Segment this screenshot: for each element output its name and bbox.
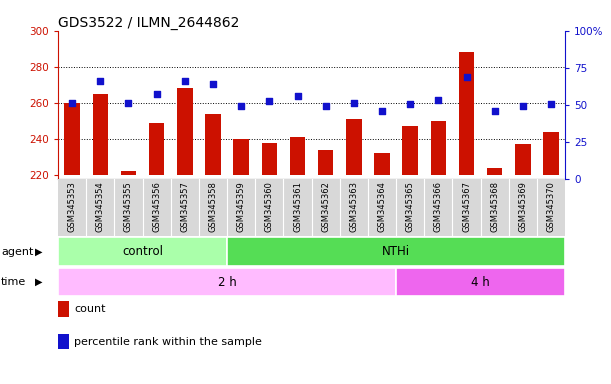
Text: count: count xyxy=(74,304,106,314)
Text: GSM345354: GSM345354 xyxy=(96,181,105,232)
Point xyxy=(434,97,444,103)
Text: GSM345364: GSM345364 xyxy=(378,181,387,232)
Bar xyxy=(121,171,136,175)
Bar xyxy=(64,103,80,175)
Bar xyxy=(318,150,334,175)
Bar xyxy=(403,126,418,175)
Text: ▶: ▶ xyxy=(35,247,42,257)
Point xyxy=(152,91,161,97)
Point xyxy=(405,101,415,108)
Text: GSM345367: GSM345367 xyxy=(462,181,471,232)
Text: GSM345365: GSM345365 xyxy=(406,181,415,232)
Bar xyxy=(92,94,108,175)
Point xyxy=(293,93,302,99)
Text: 4 h: 4 h xyxy=(471,276,490,289)
Text: 2 h: 2 h xyxy=(218,276,236,289)
Bar xyxy=(543,132,559,175)
Bar xyxy=(346,119,362,175)
Text: GSM345359: GSM345359 xyxy=(236,181,246,232)
Text: NTHi: NTHi xyxy=(382,245,410,258)
Text: GSM345361: GSM345361 xyxy=(293,181,302,232)
Bar xyxy=(375,153,390,175)
Bar xyxy=(58,237,227,266)
Bar xyxy=(205,114,221,175)
Text: GSM345363: GSM345363 xyxy=(349,181,359,232)
Text: ▶: ▶ xyxy=(35,277,42,287)
Bar xyxy=(487,168,502,175)
Point xyxy=(462,74,472,80)
Point xyxy=(95,78,105,84)
Text: GSM345370: GSM345370 xyxy=(547,181,555,232)
Bar xyxy=(431,121,446,175)
Text: GSM345360: GSM345360 xyxy=(265,181,274,232)
Text: GSM345356: GSM345356 xyxy=(152,181,161,232)
Bar xyxy=(233,139,249,175)
Bar xyxy=(290,137,306,175)
Point xyxy=(208,81,218,87)
Point xyxy=(265,98,274,104)
Point xyxy=(349,100,359,106)
Bar xyxy=(58,268,396,296)
Text: GSM345369: GSM345369 xyxy=(518,181,527,232)
Bar xyxy=(515,144,531,175)
Text: GSM345368: GSM345368 xyxy=(490,181,499,232)
Point xyxy=(490,108,500,114)
Bar xyxy=(227,237,565,266)
Bar xyxy=(459,52,474,175)
Point xyxy=(180,78,189,84)
Text: time: time xyxy=(1,277,26,287)
Point xyxy=(546,101,556,108)
Text: GDS3522 / ILMN_2644862: GDS3522 / ILMN_2644862 xyxy=(58,16,240,30)
Bar xyxy=(149,122,164,175)
Point xyxy=(518,103,528,109)
Text: GSM345357: GSM345357 xyxy=(180,181,189,232)
Bar xyxy=(396,268,565,296)
Text: agent: agent xyxy=(1,247,34,257)
Point xyxy=(321,103,331,109)
Text: GSM345366: GSM345366 xyxy=(434,181,443,232)
Point xyxy=(123,100,133,106)
Point xyxy=(67,100,77,106)
Point xyxy=(377,108,387,114)
Text: GSM345353: GSM345353 xyxy=(68,181,76,232)
Text: GSM345362: GSM345362 xyxy=(321,181,330,232)
Point xyxy=(236,103,246,109)
Bar xyxy=(262,142,277,175)
Text: GSM345358: GSM345358 xyxy=(208,181,218,232)
Text: control: control xyxy=(122,245,163,258)
Bar xyxy=(177,88,192,175)
Text: percentile rank within the sample: percentile rank within the sample xyxy=(74,337,262,347)
Text: GSM345355: GSM345355 xyxy=(124,181,133,232)
